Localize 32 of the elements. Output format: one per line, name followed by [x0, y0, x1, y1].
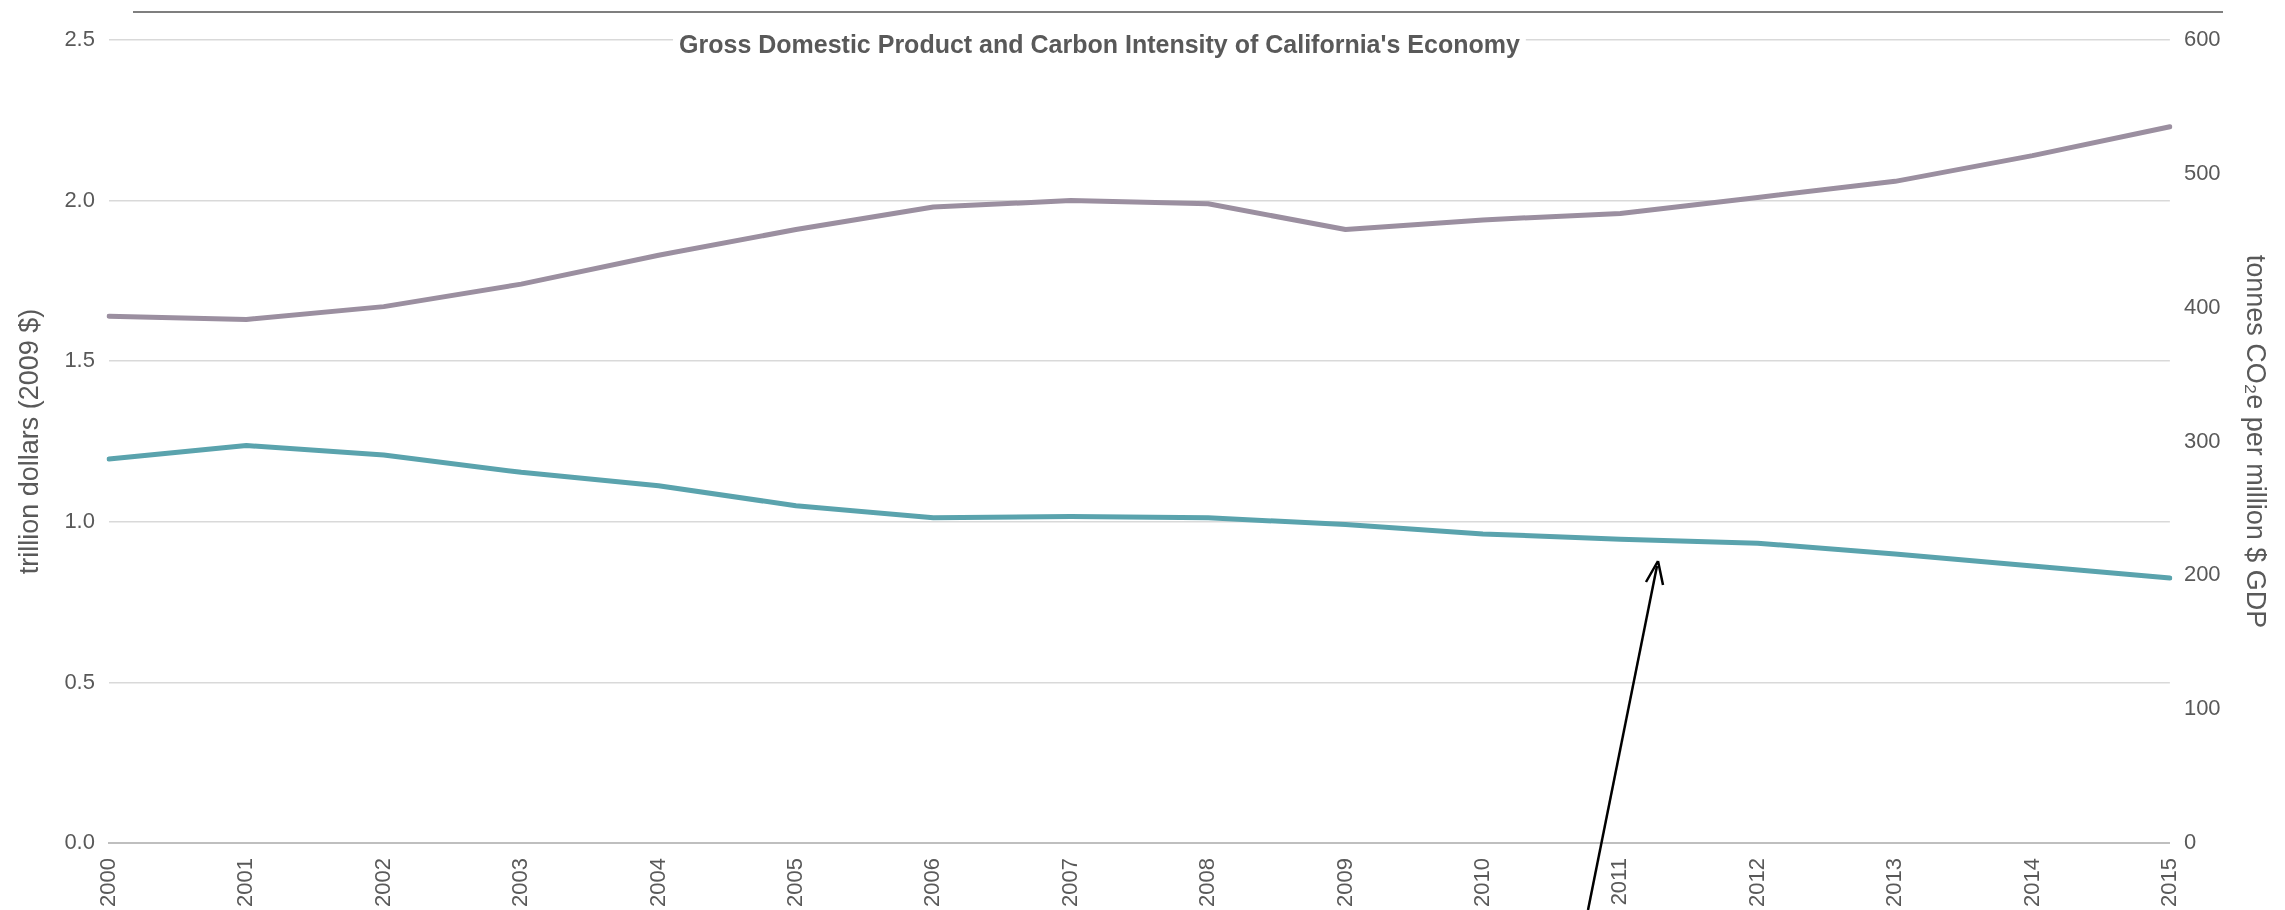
y-tick-label: 1.0	[64, 507, 95, 533]
y-tick-label: 2.5	[64, 26, 95, 52]
x-tick-label: 2004	[644, 858, 670, 908]
x-tick-label: 2001	[232, 858, 258, 908]
x-tick-label: 2009	[1331, 858, 1357, 908]
x-tick-label: 2015	[2155, 858, 2181, 908]
x-tick-label: 2002	[369, 858, 395, 908]
y2-tick-label: 200	[2183, 561, 2221, 587]
x-tick-label: 2007	[1056, 858, 1082, 908]
y-tick-label: 1.5	[64, 347, 95, 373]
x-tick-label: 2013	[1881, 858, 1907, 908]
x-tick-label: 2003	[507, 858, 533, 908]
x-tick-label: 2014	[2018, 858, 2044, 908]
chart-title: Gross Domestic Product and Carbon Intensity of California's Economy	[679, 29, 1520, 58]
x-tick-label: 2000	[95, 858, 121, 908]
x-tick-label: 2008	[1194, 858, 1220, 908]
y-tick-label: 2.0	[64, 186, 95, 212]
x-tick-label: 2006	[919, 858, 945, 908]
y2-tick-label: 400	[2183, 293, 2221, 319]
y-tick-label: 0.5	[64, 668, 95, 694]
x-tick-label: 2005	[782, 858, 808, 908]
x-tick-label: 2011	[1606, 858, 1632, 906]
y2-tick-label: 500	[2183, 159, 2221, 185]
y2-tick-label: 100	[2183, 695, 2221, 721]
y2-axis-title: tonnes CO₂e per million $ GDP	[2241, 254, 2272, 629]
y-tick-label: 0.0	[64, 829, 95, 855]
x-tick-label: 2010	[1468, 858, 1494, 908]
y2-tick-label: 600	[2183, 26, 2221, 52]
y2-tick-label: 0	[2183, 829, 2197, 855]
y-axis-title: trillion dollars (2009 $)	[13, 308, 44, 575]
x-tick-label: 2012	[1743, 858, 1769, 908]
y2-tick-label: 300	[2183, 427, 2221, 453]
